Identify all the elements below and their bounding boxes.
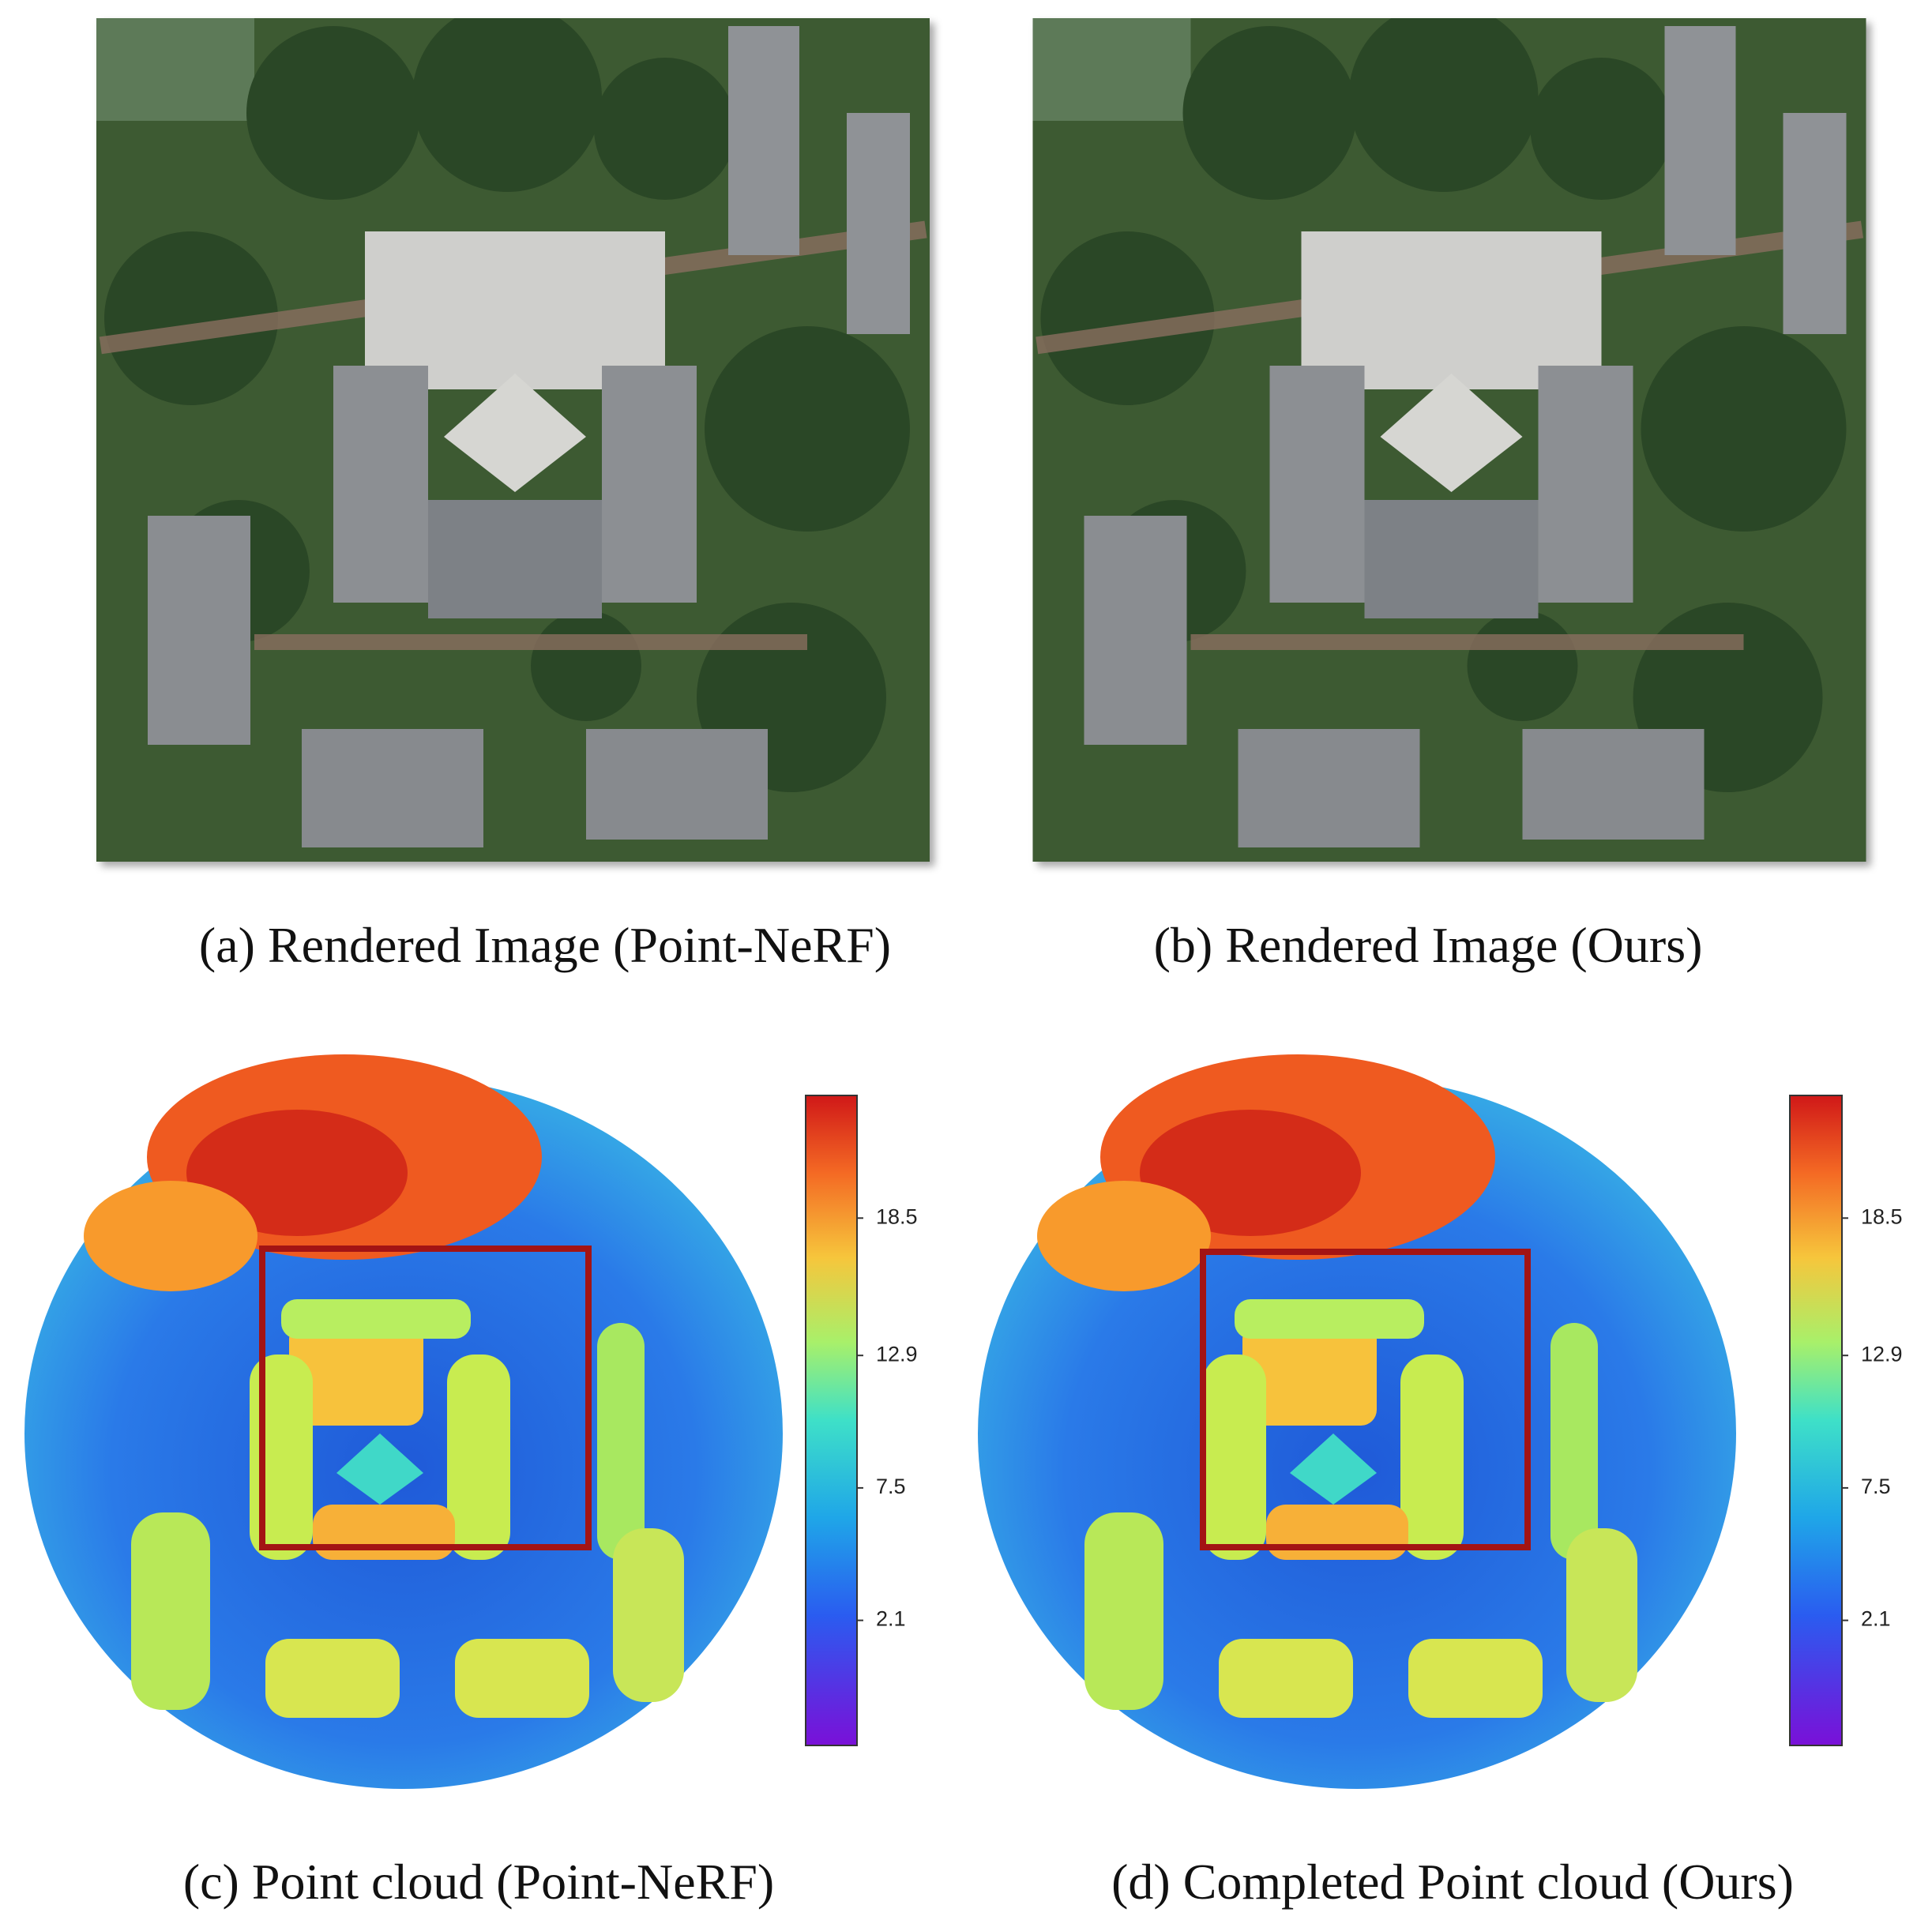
colorbar-tick-label: 18.5 [1861,1204,1903,1228]
colorbar-tick-label: 12.9 [876,1342,918,1366]
caption: (a) Rendered Image (Point-NeRF) [199,917,891,973]
caption: (d) Completed Point cloud (Ours) [1111,1854,1794,1910]
colorbar [805,1095,858,1746]
highlight-box [1200,1249,1531,1550]
colorbar-tick-label: 7.5 [876,1475,906,1498]
colorbar-tick-label: 2.1 [1861,1607,1891,1631]
colorbar-tick-label: 2.1 [876,1607,906,1631]
panel-a-image [96,18,930,862]
colorbar-tick-label: 18.5 [876,1204,918,1228]
caption: (b) Rendered Image (Ours) [1154,917,1703,973]
panel-b-image [1032,18,1866,862]
point-cloud-c [24,1054,783,1789]
colorbar-tick-label: 7.5 [1861,1475,1891,1498]
colorbar-tick-label: 12.9 [1861,1342,1903,1366]
colorbar [1789,1095,1843,1746]
caption: (c) Point cloud (Point-NeRF) [183,1854,774,1910]
point-cloud-d [978,1054,1736,1789]
highlight-box [259,1246,592,1550]
